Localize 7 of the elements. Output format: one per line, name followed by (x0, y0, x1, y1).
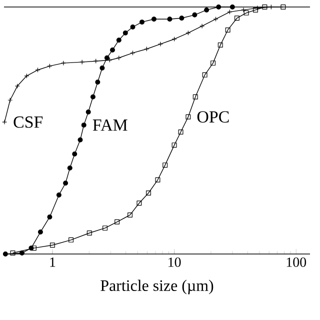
x-axis-title: Particle size (µm) (100, 280, 214, 294)
series-label: FAM (92, 119, 128, 131)
x-tick-label: 100 (286, 258, 306, 267)
series-label: OPC (197, 111, 229, 123)
x-tick-label: 10 (168, 258, 181, 267)
series-label: CSF (14, 116, 43, 128)
x-tick-label: 1 (50, 258, 56, 267)
